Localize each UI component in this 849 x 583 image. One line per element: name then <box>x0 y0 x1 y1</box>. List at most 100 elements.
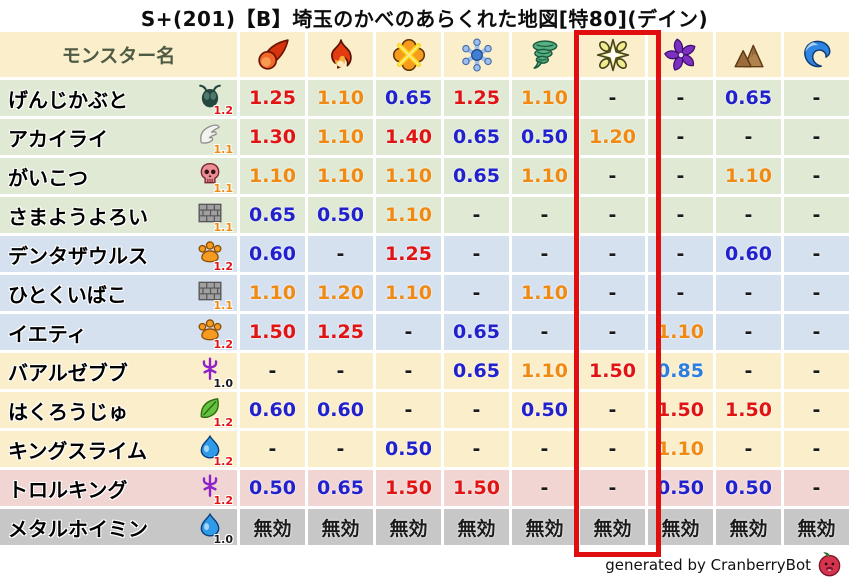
resistance-cell: - <box>580 197 645 233</box>
family-modifier: 1.2 <box>213 260 234 273</box>
resistance-value: 0.65 <box>385 87 432 109</box>
resistance-value: 無効 <box>321 517 360 540</box>
demon-icon: 1.0 <box>192 353 234 390</box>
resistance-value: 1.40 <box>385 126 432 148</box>
resistance-cell: - <box>784 392 849 428</box>
resistance-value: 0.65 <box>453 126 500 148</box>
monster-name-cell: はくろうじゅ 1.2 <box>0 392 237 429</box>
starburst-icon <box>596 38 630 72</box>
resistance-cell: 1.10 <box>648 314 713 350</box>
resistance-value: - <box>540 204 549 226</box>
resistance-cell: 0.65 <box>444 119 509 155</box>
resistance-cell: 0.50 <box>240 470 305 506</box>
resistance-value: 1.10 <box>521 165 568 187</box>
paw-icon: 1.2 <box>192 314 234 351</box>
resistance-value: - <box>608 282 617 304</box>
family-modifier: 1.2 <box>213 338 234 351</box>
resistance-value: 0.65 <box>317 477 364 499</box>
resistance-cell: - <box>444 197 509 233</box>
monster-name-cell: トロルキング 1.2 <box>0 470 237 507</box>
resistance-value: 1.20 <box>589 126 636 148</box>
resistance-cell: 0.60 <box>716 236 781 272</box>
resistance-value: - <box>336 360 345 382</box>
resistance-value: - <box>268 438 277 460</box>
brick-icon: 1.1 <box>192 275 234 312</box>
resistance-cell: - <box>512 197 577 233</box>
resistance-value: - <box>472 204 481 226</box>
resistance-value: 0.60 <box>249 399 296 421</box>
resistance-value: - <box>812 204 821 226</box>
resistance-value: 1.50 <box>725 399 772 421</box>
resistance-cell: 0.65 <box>444 353 509 389</box>
resistance-value: - <box>812 126 821 148</box>
family-modifier: 1.1 <box>213 143 234 156</box>
resistance-cell: 1.50 <box>240 314 305 350</box>
resistance-cell: - <box>716 314 781 350</box>
resistance-value: 0.50 <box>317 204 364 226</box>
resistance-value: 0.50 <box>725 477 772 499</box>
credit: generated by CranberryBot <box>605 551 843 578</box>
resistance-cell: - <box>308 236 373 272</box>
resistance-cell: - <box>444 236 509 272</box>
resistance-value: - <box>812 399 821 421</box>
monster-name: がいこつ <box>8 165 88 190</box>
resistance-cell: - <box>784 431 849 467</box>
resistance-cell: 0.65 <box>376 80 441 116</box>
resistance-value: 0.50 <box>385 438 432 460</box>
resistance-value: - <box>676 126 685 148</box>
resistance-value: - <box>472 282 481 304</box>
resistance-cell: - <box>784 236 849 272</box>
resistance-cell: 0.50 <box>512 392 577 428</box>
monster-name-cell: アカイライ 1.1 <box>0 119 237 156</box>
resistance-value: - <box>744 360 753 382</box>
family-modifier: 1.1 <box>213 299 234 312</box>
resistance-cell: 1.30 <box>240 119 305 155</box>
resistance-value: 無効 <box>729 517 768 540</box>
resistance-cell: - <box>716 431 781 467</box>
element-header-cell <box>240 32 305 77</box>
resistance-value: - <box>812 360 821 382</box>
resistance-value: 1.25 <box>249 87 296 109</box>
resistance-value: - <box>472 399 481 421</box>
resistance-value: - <box>744 126 753 148</box>
paw-icon: 1.2 <box>192 236 234 273</box>
resistance-value: - <box>812 87 821 109</box>
resistance-value: 1.10 <box>385 282 432 304</box>
resistance-cell: 1.10 <box>512 80 577 116</box>
resistance-cell: 1.10 <box>240 158 305 194</box>
element-header-cell <box>784 32 849 77</box>
resistance-cell: - <box>580 470 645 506</box>
resistance-cell: - <box>648 158 713 194</box>
resistance-cell: - <box>308 431 373 467</box>
resistance-cell: 無効 <box>784 509 849 545</box>
resistance-value: 無効 <box>797 517 836 540</box>
resistance-value: 無効 <box>525 517 564 540</box>
resistance-value: - <box>608 477 617 499</box>
resistance-value: - <box>336 438 345 460</box>
resistance-cell: 1.10 <box>716 158 781 194</box>
resistance-cell: 1.10 <box>308 158 373 194</box>
resistance-value: 0.65 <box>453 360 500 382</box>
resistance-cell: 0.60 <box>240 236 305 272</box>
pinwheel-icon <box>663 38 698 72</box>
mountain-icon <box>732 38 766 72</box>
monster-name: はくろうじゅ <box>8 399 128 424</box>
resistance-value: - <box>812 243 821 265</box>
resistance-cell: 1.50 <box>444 470 509 506</box>
resistance-cell: - <box>444 275 509 311</box>
slime-icon: 1.2 <box>192 431 234 468</box>
resistance-value: 1.20 <box>317 282 364 304</box>
resistance-cell: 0.65 <box>240 197 305 233</box>
resistance-cell: 0.65 <box>716 80 781 116</box>
resistance-value: - <box>812 477 821 499</box>
resistance-cell: 無効 <box>512 509 577 545</box>
resistance-value: 1.10 <box>317 165 364 187</box>
resistance-cell: 1.50 <box>376 470 441 506</box>
resistance-value: 0.60 <box>249 243 296 265</box>
resistance-value: - <box>540 477 549 499</box>
element-header-cell <box>580 32 645 77</box>
monster-name-cell: ひとくいばこ 1.1 <box>0 275 237 312</box>
resistance-value: - <box>608 399 617 421</box>
resistance-value: - <box>608 165 617 187</box>
resistance-value: 0.50 <box>521 399 568 421</box>
